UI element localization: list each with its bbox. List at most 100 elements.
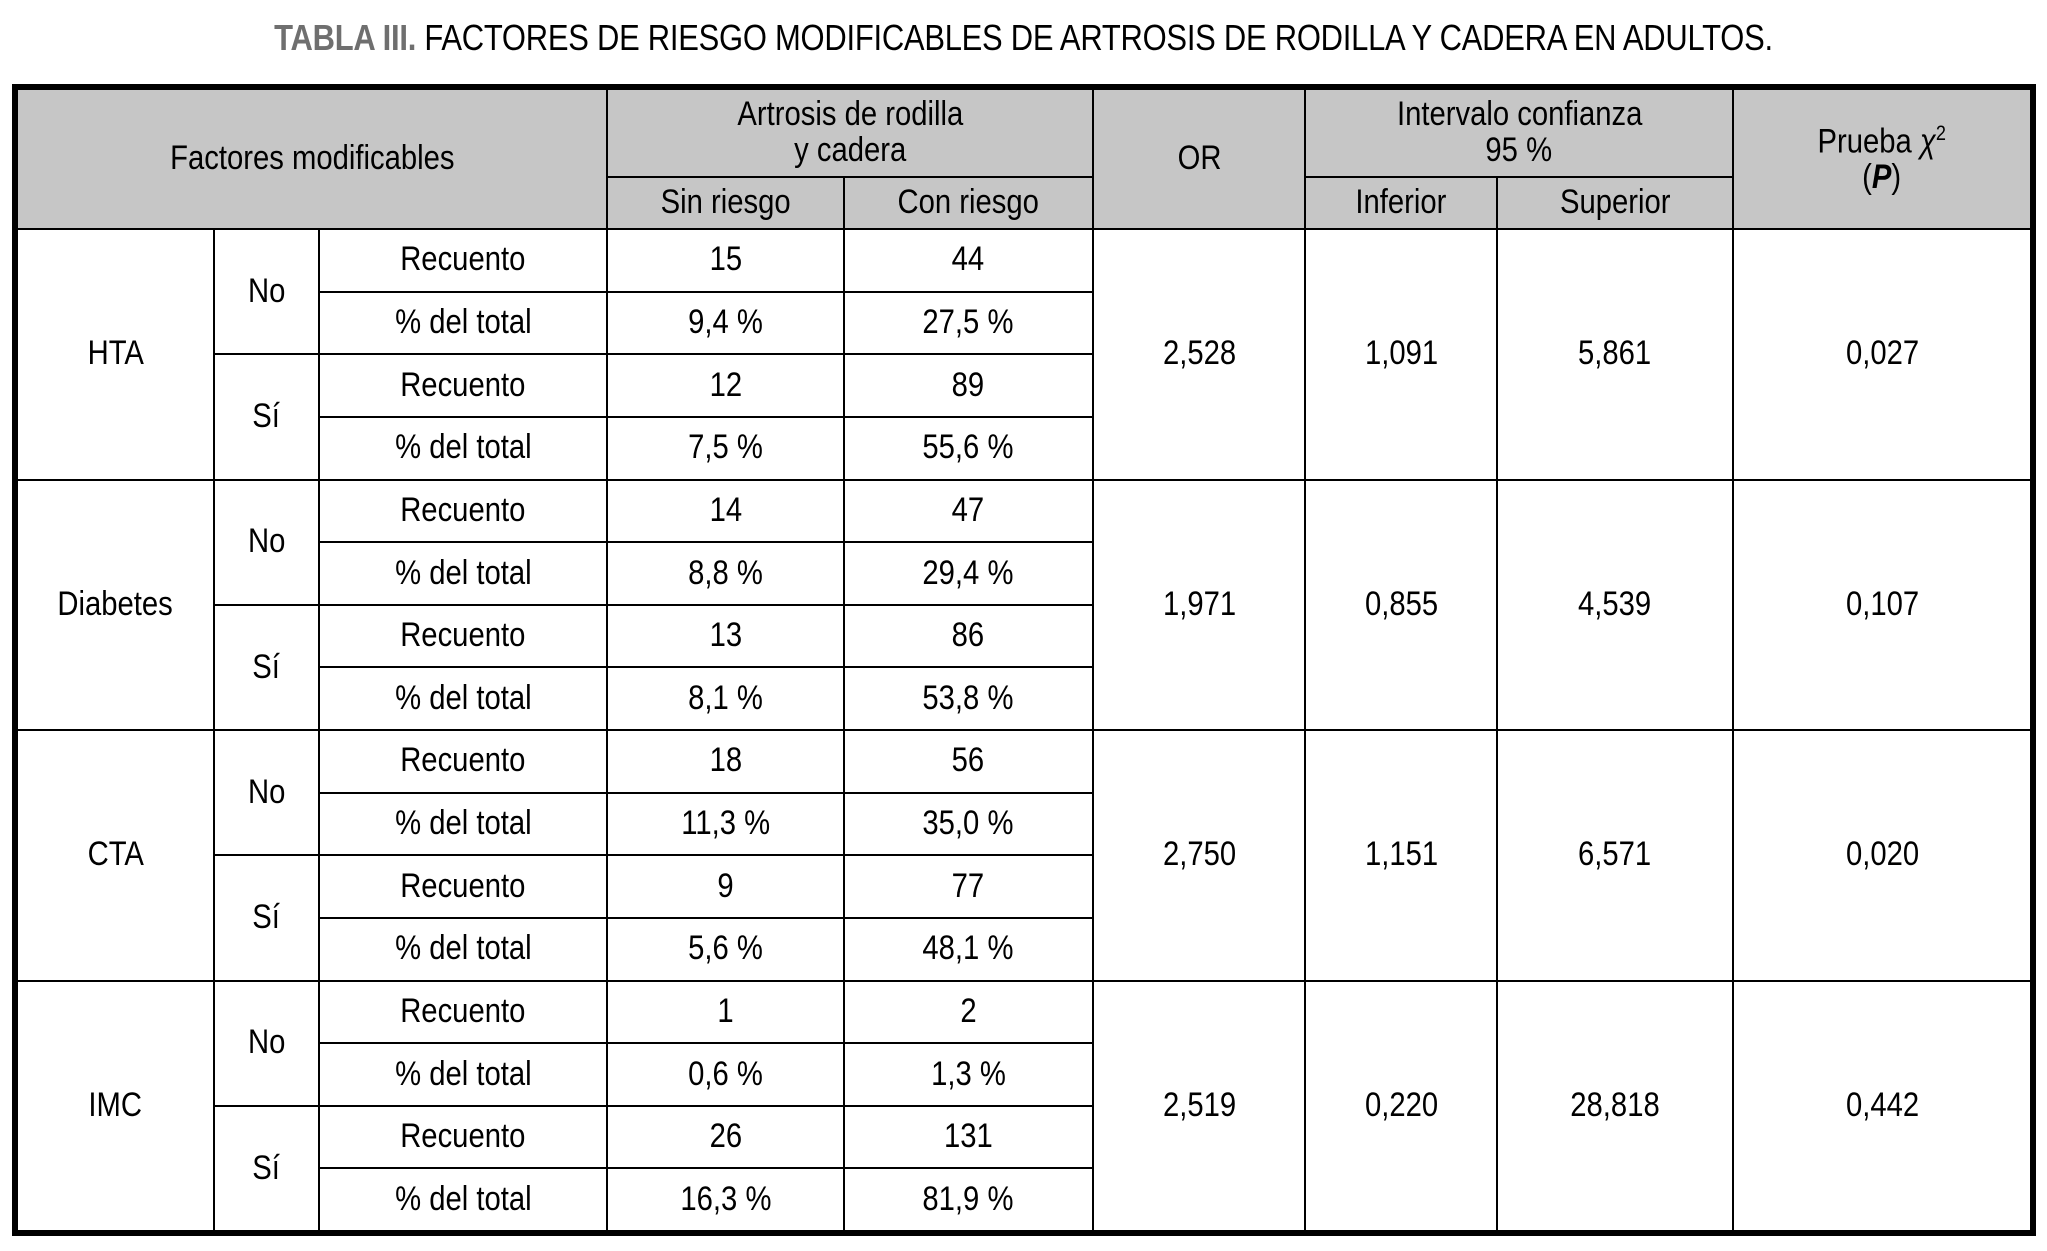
value-p: 0,027: [1732, 228, 2032, 481]
value-ci-superior: 28,818: [1495, 979, 1735, 1232]
header-superior: Superior: [1495, 176, 1735, 230]
metric-label-recuento: Recuento: [317, 979, 609, 1045]
header-sin-riesgo: Sin riesgo: [606, 176, 845, 230]
risk-level-cell: Sí: [212, 603, 320, 732]
value-sin-riesgo: 1: [606, 979, 845, 1045]
value-con-riesgo: 81,9 %: [842, 1167, 1094, 1232]
metric-label-pct-total: % del total: [317, 1167, 609, 1232]
risk-level-cell: Sí: [212, 1104, 320, 1233]
metric-label-recuento: Recuento: [317, 854, 609, 919]
value-sin-riesgo: 8,1 %: [606, 666, 845, 731]
table-row: % del total 0,6 % 1,3 %: [17, 1042, 2031, 1107]
value-sin-riesgo: 15: [606, 228, 845, 293]
risk-factors-table-container: Factores modificables Artrosis de rodill…: [12, 84, 2036, 1236]
risk-level-cell: No: [212, 979, 320, 1107]
table-row: Diabetes No Recuento 14 47 1,971 0,855 4,539 0,1…: [16, 478, 2032, 731]
header-intervalo-confianza: Intervalo confianza 95 %: [1304, 88, 1735, 178]
value-sin-riesgo: 11,3 %: [606, 791, 845, 857]
value-ci-inferior: 0,855: [1304, 478, 1498, 731]
metric-label-recuento: Recuento: [317, 603, 609, 669]
metric-label-recuento: Recuento: [317, 228, 609, 293]
risk-level-cell: No: [212, 227, 320, 356]
table-row: % del total 16,3 % 81,9 %: [17, 1167, 2031, 1232]
value-or: 1,971: [1091, 478, 1307, 731]
value-sin-riesgo: 18: [606, 729, 845, 794]
risk-factors-table: Factores modificables Artrosis de rodill…: [15, 88, 2032, 1233]
value-sin-riesgo: 8,8 %: [606, 541, 845, 606]
value-sin-riesgo: 7,5 %: [606, 415, 845, 481]
value-sin-riesgo: 5,6 %: [606, 916, 845, 982]
value-sin-riesgo: 26: [606, 1104, 845, 1170]
table-row: % del total 7,5 % 55,6 %: [17, 415, 2031, 481]
value-p: 0,107: [1732, 478, 2032, 731]
value-or: 2,528: [1091, 228, 1307, 481]
value-sin-riesgo: 9,4 %: [606, 290, 845, 356]
p-value-line: (P): [1862, 157, 1902, 196]
metric-label-pct-total: % del total: [317, 666, 609, 731]
value-sin-riesgo: 9: [606, 854, 845, 919]
value-con-riesgo: 1,3 %: [842, 1042, 1094, 1107]
metric-label-pct-total: % del total: [317, 791, 609, 857]
value-ci-superior: 5,861: [1495, 228, 1735, 481]
value-con-riesgo: 55,6 %: [842, 415, 1094, 481]
value-sin-riesgo: 13: [606, 603, 845, 669]
metric-label-pct-total: % del total: [317, 290, 609, 356]
table-header: Factores modificables Artrosis de rodill…: [15, 88, 2032, 230]
table-row: % del total 8,8 % 29,4 %: [17, 541, 2031, 606]
risk-level-cell: No: [212, 728, 320, 857]
metric-label-recuento: Recuento: [317, 729, 609, 794]
value-con-riesgo: 29,4 %: [842, 541, 1094, 606]
value-or: 2,750: [1091, 729, 1307, 982]
value-con-riesgo: 56: [842, 729, 1094, 794]
metric-label-pct-total: % del total: [317, 1042, 609, 1107]
value-sin-riesgo: 16,3 %: [606, 1167, 845, 1232]
header-row-sub: Sin riesgo Con riesgo Inferior Superior: [17, 176, 2031, 230]
table-body: HTA No Recuento 15 44 2,528 1,091 5,861 0,027% d…: [16, 227, 2032, 1233]
value-p: 0,020: [1732, 729, 2032, 982]
factor-name-cell: Diabetes: [16, 478, 215, 731]
table-row: % del total 8,1 % 53,8 %: [17, 666, 2031, 731]
metric-label-pct-total: % del total: [317, 415, 609, 481]
header-or: OR: [1091, 88, 1307, 230]
table-row: CTA No Recuento 18 56 2,750 1,151 6,571 0,020: [16, 728, 2032, 982]
value-ci-inferior: 1,091: [1304, 228, 1498, 481]
header-inferior: Inferior: [1304, 176, 1498, 230]
table-row: % del total 5,6 % 48,1 %: [17, 916, 2031, 982]
table-number-label: TABLA III.: [274, 17, 417, 58]
value-ci-superior: 4,539: [1495, 478, 1735, 731]
header-con-riesgo: Con riesgo: [842, 176, 1094, 230]
risk-level-cell: Sí: [212, 353, 320, 481]
value-con-riesgo: 89: [842, 353, 1094, 418]
value-con-riesgo: 27,5 %: [842, 290, 1094, 356]
table-row: Sí Recuento 9 77: [17, 854, 2031, 982]
value-con-riesgo: 35,0 %: [842, 791, 1094, 857]
table-row: % del total 11,3 % 35,0 %: [17, 791, 2031, 857]
metric-label-pct-total: % del total: [317, 916, 609, 982]
value-con-riesgo: 48,1 %: [842, 916, 1094, 982]
metric-label-recuento: Recuento: [317, 1104, 609, 1170]
value-con-riesgo: 47: [842, 478, 1094, 544]
table-caption-text: FACTORES DE RIESGO MODIFICABLES DE ARTRO…: [416, 17, 1773, 58]
value-sin-riesgo: 12: [606, 353, 845, 418]
value-con-riesgo: 86: [842, 603, 1094, 669]
metric-label-recuento: Recuento: [317, 353, 609, 418]
header-prueba-chi-cuadrado: Prueba χ2 (P): [1732, 88, 2032, 230]
value-ci-inferior: 1,151: [1304, 729, 1498, 982]
value-or: 2,519: [1091, 979, 1307, 1232]
factor-name-cell: IMC: [16, 979, 215, 1232]
value-con-riesgo: 131: [842, 1104, 1094, 1170]
page-title: TABLA III. FACTORES DE RIESGO MODIFICABL…: [143, 18, 1903, 58]
value-con-riesgo: 53,8 %: [842, 666, 1094, 731]
value-ci-superior: 6,571: [1495, 729, 1735, 982]
value-sin-riesgo: 0,6 %: [606, 1042, 845, 1107]
risk-level-cell: No: [212, 478, 320, 606]
table-row: Sí Recuento 12 89: [17, 353, 2031, 481]
table-row: % del total 9,4 % 27,5 %: [17, 290, 2031, 356]
value-sin-riesgo: 14: [606, 478, 845, 544]
table-row: Sí Recuento 13 86: [17, 603, 2031, 732]
table-row: Sí Recuento 26 131: [17, 1104, 2031, 1233]
prueba-chi-line: Prueba χ2: [1817, 121, 1947, 160]
table-row: HTA No Recuento 15 44 2,528 1,091 5,861 0,027: [16, 227, 2032, 481]
value-con-riesgo: 77: [842, 854, 1094, 919]
